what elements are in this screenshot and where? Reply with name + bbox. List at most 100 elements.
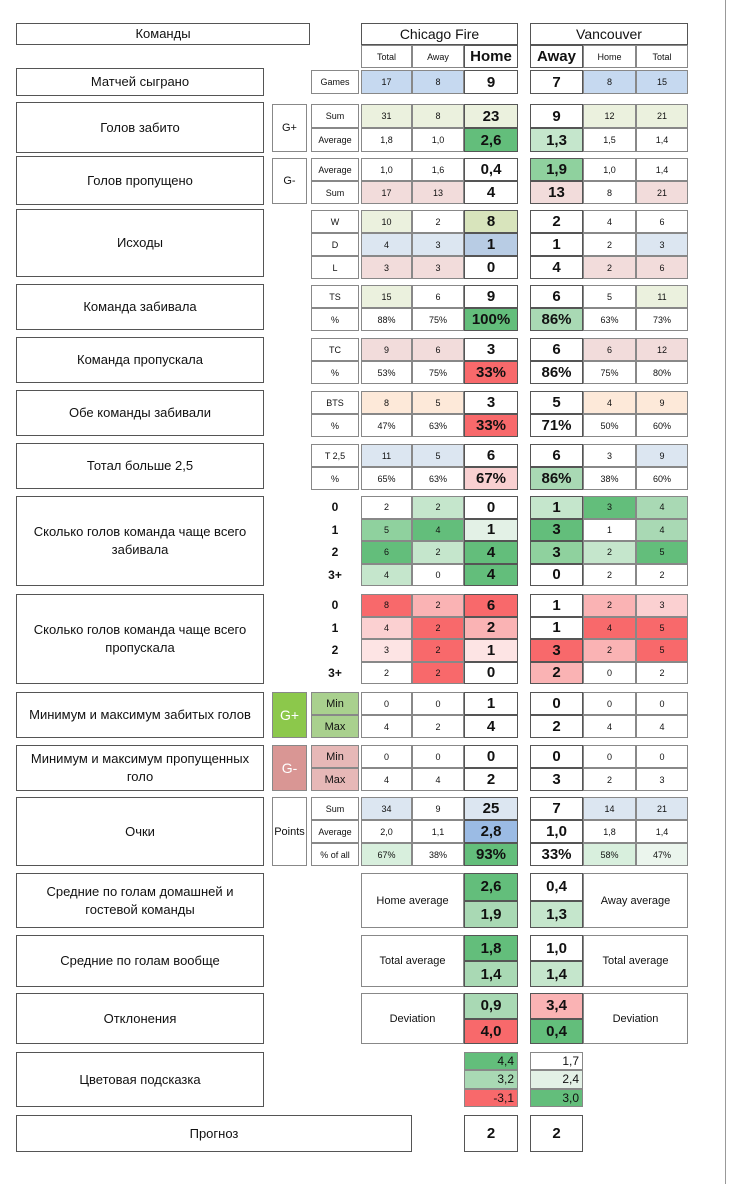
cell: 1,4	[530, 961, 583, 987]
cell: 9	[464, 285, 518, 308]
cell: 3	[530, 768, 583, 791]
cell: 9	[361, 338, 412, 361]
row-label: 0	[331, 500, 339, 515]
cell: 21	[636, 104, 688, 128]
cell: 60%	[636, 414, 688, 437]
cell: 15	[361, 285, 412, 308]
row-label: T 2,5	[311, 444, 359, 467]
cell: 1	[464, 233, 518, 256]
cell: 0	[464, 661, 518, 684]
cell: 0	[530, 692, 583, 715]
cell: 0	[636, 692, 688, 715]
cell: 0,4	[464, 158, 518, 181]
cell: 2	[412, 616, 464, 639]
cell: 31	[361, 104, 412, 128]
cell: 73%	[636, 308, 688, 331]
row-label: L	[311, 256, 359, 279]
cell: 1,9	[464, 900, 518, 928]
column-header: Home	[583, 45, 636, 68]
cell: 4	[583, 210, 636, 233]
cell: 80%	[636, 361, 688, 384]
cell: 8	[412, 104, 464, 128]
cell: 9	[530, 104, 583, 128]
row-label: TS	[311, 285, 359, 308]
cell: 1	[464, 692, 518, 715]
cell: 4	[361, 563, 412, 586]
cell: 0	[530, 745, 583, 768]
cell: 10	[361, 210, 412, 233]
cell: 60%	[636, 467, 688, 490]
group-label: G+	[272, 692, 307, 738]
cell: 47%	[361, 414, 412, 437]
cell: 12	[583, 104, 636, 128]
cell: 13	[412, 181, 464, 204]
cell: 8	[361, 594, 412, 617]
cell: 2	[412, 210, 464, 233]
cell: 6	[636, 210, 688, 233]
group-label: G-	[272, 158, 307, 204]
row-label: 2	[331, 545, 339, 560]
row-label: %	[311, 361, 359, 384]
hint-cell: 4,4	[464, 1052, 518, 1071]
cell: 14	[583, 797, 636, 820]
cell: 2	[361, 661, 412, 684]
section-label: Минимум и максимум забитых голов	[16, 692, 264, 738]
section-label: Исходы	[16, 209, 264, 277]
section-label: Тотал больше 2,5	[16, 443, 264, 489]
team-name: Chicago Fire	[361, 23, 518, 45]
cell: 8	[412, 70, 464, 94]
cell: 3	[583, 496, 636, 519]
cell: 4,0	[464, 1018, 518, 1044]
cell: 67%	[361, 843, 412, 866]
cell: 4	[412, 768, 464, 791]
row-label: Games	[311, 70, 359, 94]
cell: 15	[636, 70, 688, 94]
cell: 65%	[361, 467, 412, 490]
cell: 12	[636, 338, 688, 361]
cell: 2	[583, 256, 636, 279]
cell: 5	[412, 444, 464, 467]
group-label: G-	[272, 745, 307, 791]
page-edge	[725, 0, 726, 1184]
row-label: Sum	[311, 181, 359, 204]
cell: 4	[361, 715, 412, 738]
cell: 6	[636, 256, 688, 279]
cell: 5	[636, 616, 688, 639]
cell: 5	[530, 391, 583, 414]
cell: 1,6	[412, 158, 464, 181]
cell: 1,8	[361, 128, 412, 152]
cell: 6	[464, 594, 518, 617]
cell: 1	[583, 518, 636, 541]
cell: 1,0	[530, 820, 583, 843]
cell: 1,0	[583, 158, 636, 181]
cell: 0	[464, 496, 518, 519]
cell: 6	[530, 338, 583, 361]
note: Deviation	[361, 993, 464, 1044]
cell: 0	[464, 745, 518, 768]
cell: 6	[412, 338, 464, 361]
cell: 0,4	[530, 1018, 583, 1044]
cell: 2	[412, 541, 464, 564]
row-label: TC	[311, 338, 359, 361]
cell: 9	[412, 797, 464, 820]
cell: 50%	[583, 414, 636, 437]
cell: 88%	[361, 308, 412, 331]
cell: 11	[636, 285, 688, 308]
cell: 2	[412, 639, 464, 662]
cell: 2	[583, 233, 636, 256]
row-label: W	[311, 210, 359, 233]
cell: 3	[530, 518, 583, 541]
cell: 4	[361, 768, 412, 791]
cell: 2	[464, 768, 518, 791]
cell: 23	[464, 104, 518, 128]
cell: 4	[412, 518, 464, 541]
cell: 9	[464, 70, 518, 94]
teams-label: Команды	[16, 23, 310, 45]
row-label: Max	[311, 715, 359, 738]
cell: 63%	[412, 467, 464, 490]
cell: 4	[583, 391, 636, 414]
cell: 3	[412, 256, 464, 279]
cell: 7	[530, 797, 583, 820]
cell: 4	[636, 496, 688, 519]
